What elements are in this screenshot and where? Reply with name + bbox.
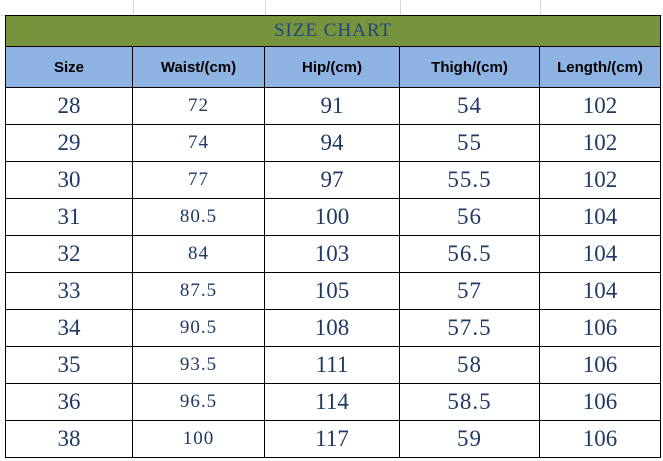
table-cell: 28 (5, 87, 133, 125)
table-cell: 59 (399, 420, 540, 458)
table-row: 32 84 103 56.5 104 (5, 235, 661, 273)
table-row: 34 90.5 108 57.5 106 (5, 309, 661, 347)
table-cell: 106 (539, 309, 661, 347)
table-cell: 114 (264, 383, 400, 421)
table-cell: 57.5 (399, 309, 540, 347)
table-cell: 58.5 (399, 383, 540, 421)
table-cell: 102 (539, 161, 661, 199)
table-cell: 38 (5, 420, 133, 458)
table-cell: 31 (5, 198, 133, 236)
table-cell: 100 (264, 198, 400, 236)
table-cell: 34 (5, 309, 133, 347)
table-cell: 106 (539, 383, 661, 421)
table-cell: 94 (264, 124, 400, 162)
table-row: 28 72 91 54 102 (5, 87, 661, 125)
table-cell: 32 (5, 235, 133, 273)
table-cell: 96.5 (132, 383, 265, 421)
table-cell: 104 (539, 235, 661, 273)
table-cell: 90.5 (132, 309, 265, 347)
table-cell: 58 (399, 346, 540, 384)
table-cell: 100 (132, 420, 265, 458)
table-cell: 97 (264, 161, 400, 199)
table-cell: 55 (399, 124, 540, 162)
table-cell: 55.5 (399, 161, 540, 199)
table-cell: 29 (5, 124, 133, 162)
header-cell: Size (5, 46, 133, 88)
table-cell: 106 (539, 420, 661, 458)
table-cell: 36 (5, 383, 133, 421)
table-cell: 102 (539, 124, 661, 162)
table-cell: 54 (399, 87, 540, 125)
table-row: 31 80.5 100 56 104 (5, 198, 661, 236)
table-body: 28 72 91 54 102 29 74 94 55 102 30 77 97 55.5 102 31 80.… (5, 87, 661, 458)
table-cell: 104 (539, 272, 661, 310)
table-cell: 103 (264, 235, 400, 273)
table-title: SIZE CHART (5, 15, 661, 47)
table-cell: 91 (264, 87, 400, 125)
size-chart-table: SIZE CHART Size Waist/(cm) Hip/(cm) Thigh/(… (5, 15, 661, 458)
table-row: 35 93.5 111 58 106 (5, 346, 661, 384)
table-cell: 74 (132, 124, 265, 162)
header-cell: Waist/(cm) (132, 46, 265, 88)
header-cell: Hip/(cm) (264, 46, 400, 88)
table-cell: 56.5 (399, 235, 540, 273)
table-cell: 93.5 (132, 346, 265, 384)
header-row: Size Waist/(cm) Hip/(cm) Thigh/(cm) Length/(… (5, 46, 661, 88)
table-cell: 105 (264, 272, 400, 310)
table-row: 33 87.5 105 57 104 (5, 272, 661, 310)
table-cell: 56 (399, 198, 540, 236)
table-cell: 30 (5, 161, 133, 199)
table-cell: 80.5 (132, 198, 265, 236)
table-cell: 108 (264, 309, 400, 347)
table-cell: 77 (132, 161, 265, 199)
table-cell: 33 (5, 272, 133, 310)
sheet-grid (0, 0, 663, 16)
table-cell: 35 (5, 346, 133, 384)
table-cell: 84 (132, 235, 265, 273)
table-cell: 57 (399, 272, 540, 310)
table-row: 38 100 117 59 106 (5, 420, 661, 458)
table-row: 36 96.5 114 58.5 106 (5, 383, 661, 421)
header-cell: Thigh/(cm) (399, 46, 540, 88)
table-cell: 111 (264, 346, 400, 384)
table-cell: 117 (264, 420, 400, 458)
table-cell: 72 (132, 87, 265, 125)
table-row: 29 74 94 55 102 (5, 124, 661, 162)
header-cell: Length/(cm) (539, 46, 661, 88)
table-cell: 87.5 (132, 272, 265, 310)
table-cell: 104 (539, 198, 661, 236)
table-cell: 102 (539, 87, 661, 125)
table-row: 30 77 97 55.5 102 (5, 161, 661, 199)
table-cell: 106 (539, 346, 661, 384)
